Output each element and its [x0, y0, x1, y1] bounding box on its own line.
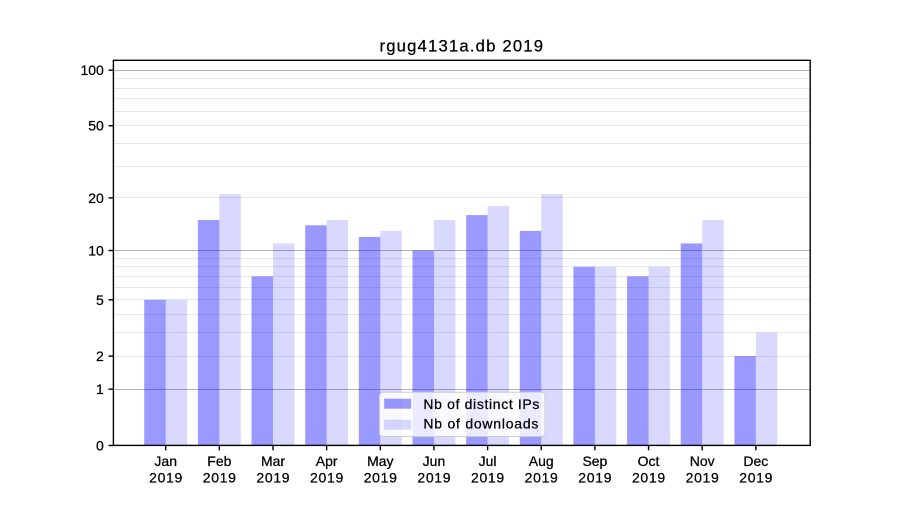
svg-text:50: 50 — [88, 118, 104, 134]
svg-text:2019: 2019 — [525, 469, 558, 485]
svg-text:0: 0 — [96, 438, 104, 454]
svg-text:2019: 2019 — [310, 469, 343, 485]
svg-text:2019: 2019 — [739, 469, 772, 485]
svg-text:Sep: Sep — [582, 453, 607, 469]
svg-text:2019: 2019 — [578, 469, 611, 485]
svg-text:10: 10 — [88, 242, 104, 258]
svg-text:Feb: Feb — [207, 453, 231, 469]
svg-text:Apr: Apr — [316, 453, 338, 469]
svg-text:2019: 2019 — [256, 469, 289, 485]
svg-text:Jun: Jun — [423, 453, 446, 469]
svg-text:2019: 2019 — [149, 469, 182, 485]
svg-text:Aug: Aug — [529, 453, 554, 469]
svg-text:Jul: Jul — [479, 453, 497, 469]
svg-text:2019: 2019 — [364, 469, 397, 485]
svg-text:Nov: Nov — [690, 453, 715, 469]
svg-text:1: 1 — [96, 381, 104, 397]
svg-text:2019: 2019 — [203, 469, 236, 485]
svg-text:Oct: Oct — [638, 453, 660, 469]
svg-text:Nb of downloads: Nb of downloads — [423, 416, 538, 432]
svg-text:20: 20 — [88, 190, 104, 206]
svg-text:100: 100 — [80, 62, 104, 78]
svg-text:Mar: Mar — [261, 453, 285, 469]
svg-text:rgug4131a.db 2019: rgug4131a.db 2019 — [379, 37, 543, 56]
svg-text:2019: 2019 — [686, 469, 719, 485]
svg-text:2019: 2019 — [632, 469, 665, 485]
svg-text:2: 2 — [96, 348, 104, 364]
svg-text:2019: 2019 — [471, 469, 504, 485]
svg-text:May: May — [367, 453, 393, 469]
svg-text:2019: 2019 — [417, 469, 450, 485]
svg-text:5: 5 — [96, 292, 104, 308]
svg-text:Dec: Dec — [743, 453, 768, 469]
svg-text:Jan: Jan — [154, 453, 177, 469]
svg-text:Nb of distinct IPs: Nb of distinct IPs — [423, 396, 539, 412]
